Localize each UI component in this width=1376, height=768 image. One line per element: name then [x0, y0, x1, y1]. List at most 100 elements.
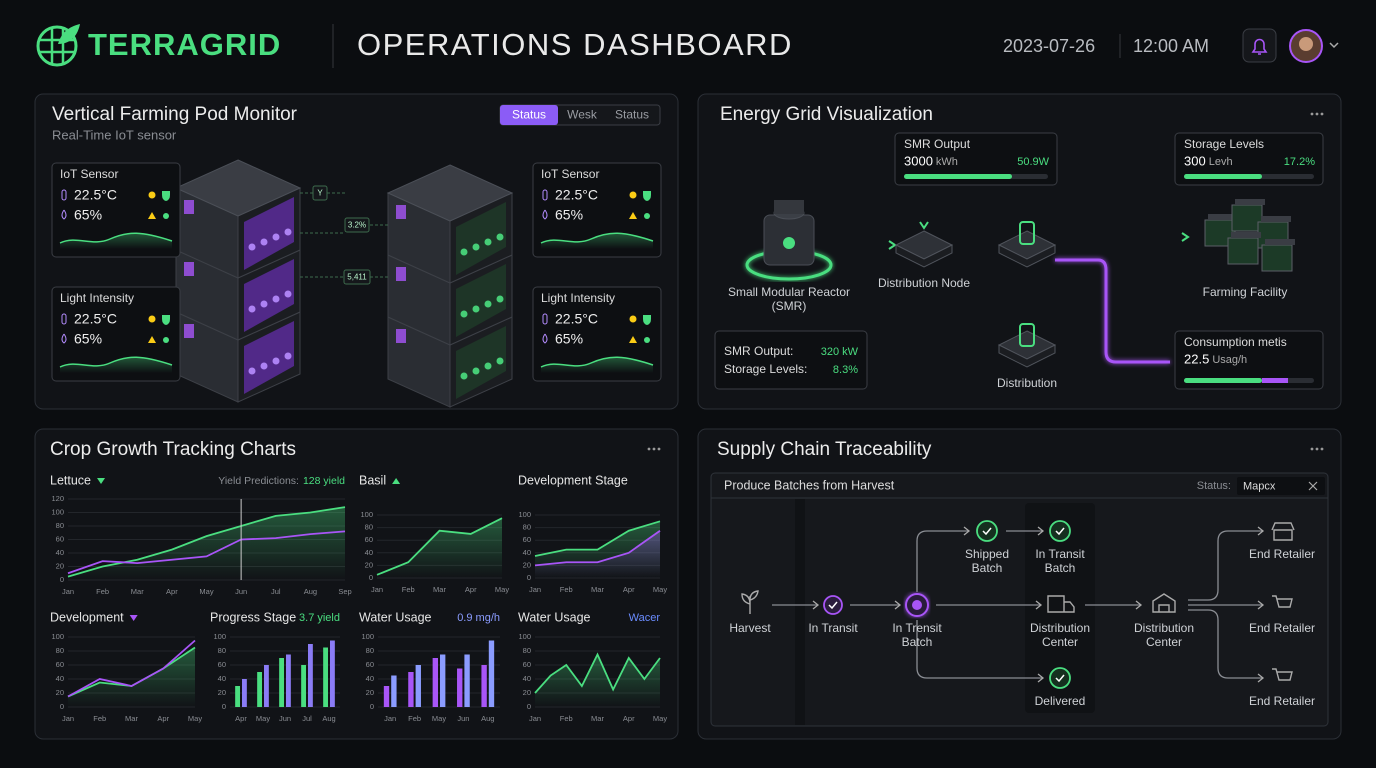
bar	[415, 665, 421, 707]
sun-icon	[148, 315, 156, 323]
label: 300 Levh	[1184, 153, 1233, 168]
label: May	[188, 714, 202, 723]
plant	[484, 238, 492, 246]
bar	[432, 658, 438, 707]
truck-icon	[1047, 595, 1075, 613]
label: May	[495, 585, 509, 594]
plant	[272, 357, 280, 365]
label: SMR Output:	[724, 344, 793, 358]
pod-glow	[244, 197, 294, 270]
label: Mar	[125, 714, 138, 723]
plant	[460, 372, 468, 380]
sparkline-fill	[541, 357, 653, 373]
status-dot-core	[912, 600, 922, 610]
sparkline	[59, 232, 173, 244]
plant	[248, 243, 256, 251]
label: Jan	[529, 585, 541, 594]
label: 100	[51, 507, 64, 516]
sparkline-fill	[60, 357, 172, 373]
label: Apr	[623, 714, 635, 723]
plant	[472, 305, 480, 313]
label: Feb	[402, 585, 415, 594]
label: Energy Grid Visualization	[720, 104, 933, 125]
sun-icon	[629, 315, 637, 323]
label: Light Intensity	[541, 291, 615, 305]
unit: Usag/h	[1212, 354, 1247, 366]
connector	[300, 192, 390, 278]
label[interactable]: Status	[615, 108, 649, 122]
note-value: 0.9 mg/h	[457, 612, 500, 624]
sensor-card	[51, 162, 181, 258]
status-dot	[1049, 520, 1071, 542]
label: May	[199, 587, 213, 596]
bar	[264, 665, 269, 707]
status-dot	[1049, 667, 1071, 689]
card-bar	[1184, 174, 1262, 179]
plant	[248, 305, 256, 313]
warn-icon	[148, 212, 156, 219]
note-label: Yield Predictions:	[218, 475, 299, 487]
bar	[301, 665, 306, 707]
pod-light	[396, 205, 406, 219]
label: Jan	[384, 714, 396, 723]
leaf-icon	[644, 213, 650, 219]
pod-glow	[456, 202, 506, 275]
bar	[391, 675, 397, 707]
bell-button[interactable]	[1242, 28, 1277, 63]
card-bar	[1262, 378, 1288, 383]
label: May	[653, 714, 667, 723]
bar	[323, 647, 328, 707]
label: Jul	[271, 587, 281, 596]
status-box[interactable]	[1237, 477, 1325, 495]
label: 100	[51, 632, 64, 641]
label: 0	[527, 573, 531, 582]
label: Lettuce	[50, 473, 91, 487]
unit: kWh	[936, 156, 958, 168]
panel	[34, 428, 679, 740]
label: OPERATIONS DASHBOARD	[357, 27, 793, 62]
plant	[484, 300, 492, 308]
node-label: End Retailer	[1248, 547, 1316, 561]
label: 40	[366, 674, 374, 683]
label[interactable]: Status	[512, 108, 546, 122]
sun-icon	[629, 191, 637, 199]
label[interactable]: Wesk	[567, 108, 598, 122]
label: 100	[518, 632, 531, 641]
area	[535, 530, 660, 578]
node-label: Small Modular Reactor (SMR)	[727, 285, 851, 313]
label: Y	[317, 189, 323, 198]
menu-dot	[1310, 447, 1314, 451]
label: 100	[518, 510, 531, 519]
plant	[260, 238, 268, 246]
menu-dot	[1315, 447, 1319, 451]
label: TERRAGRID	[88, 27, 281, 62]
label: 80	[365, 523, 373, 532]
warn-icon	[148, 336, 156, 343]
label: Real-Time IoT sensor	[52, 127, 177, 142]
bar	[286, 654, 291, 707]
label: 22.5°C	[74, 311, 117, 327]
label: 40	[523, 674, 531, 683]
area	[68, 647, 195, 707]
label: Sep	[338, 587, 351, 596]
trace-line	[1188, 530, 1262, 601]
facility-block	[1261, 244, 1293, 272]
sparkline	[540, 356, 654, 368]
arrowheads	[812, 526, 1265, 683]
plant	[260, 362, 268, 370]
trend-marker	[392, 478, 401, 484]
label: Mar	[131, 587, 144, 596]
label: 60	[218, 660, 226, 669]
warn-icon	[629, 336, 637, 343]
series-line	[67, 530, 346, 575]
bar	[457, 668, 463, 707]
drop-icon	[542, 333, 548, 344]
facility-top	[1231, 232, 1261, 238]
pod-light	[184, 262, 194, 276]
label: Storage Levels:	[724, 362, 807, 376]
label: Jan	[62, 714, 74, 723]
label: 60	[523, 660, 531, 669]
status-dot	[823, 595, 843, 615]
energy-card	[894, 132, 1058, 186]
pod-glow	[456, 326, 506, 399]
